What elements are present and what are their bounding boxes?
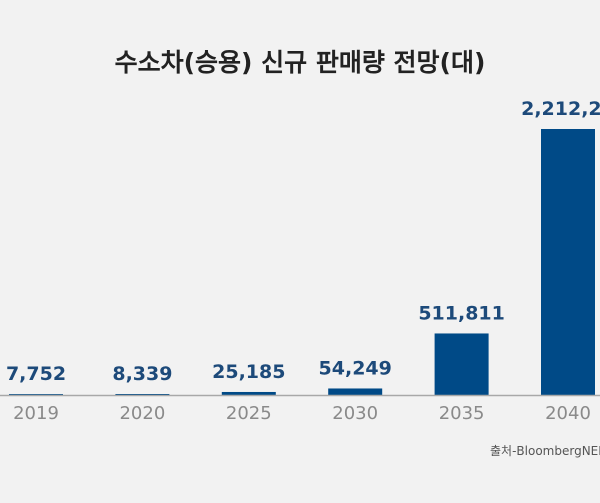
bar-2035: [434, 333, 489, 395]
x-tick-2035: 2035: [439, 403, 485, 424]
source-note: 출처-BloombergNEF: [490, 444, 600, 458]
bar-2025: [221, 391, 276, 395]
bar-2040: [541, 129, 595, 395]
bar-2030: [328, 388, 383, 395]
value-label-2020: 8,339: [112, 363, 172, 385]
value-label-2030: 54,249: [319, 357, 392, 379]
value-label-2040: 2,212,28: [521, 98, 600, 120]
bar-2019: [9, 394, 63, 395]
value-label-2025: 25,185: [212, 361, 285, 383]
x-tick-2030: 2030: [332, 403, 378, 424]
x-tick-2025: 2025: [226, 403, 272, 424]
x-tick-2040: 2040: [545, 403, 591, 424]
value-label-2035: 511,811: [418, 302, 505, 324]
x-tick-2019: 2019: [13, 403, 59, 424]
chart-title: 수소차(승용) 신규 판매량 전망(대): [115, 48, 486, 77]
value-label-2019: 7,752: [6, 363, 66, 385]
x-tick-2020: 2020: [119, 403, 165, 424]
bar-2020: [115, 393, 170, 395]
